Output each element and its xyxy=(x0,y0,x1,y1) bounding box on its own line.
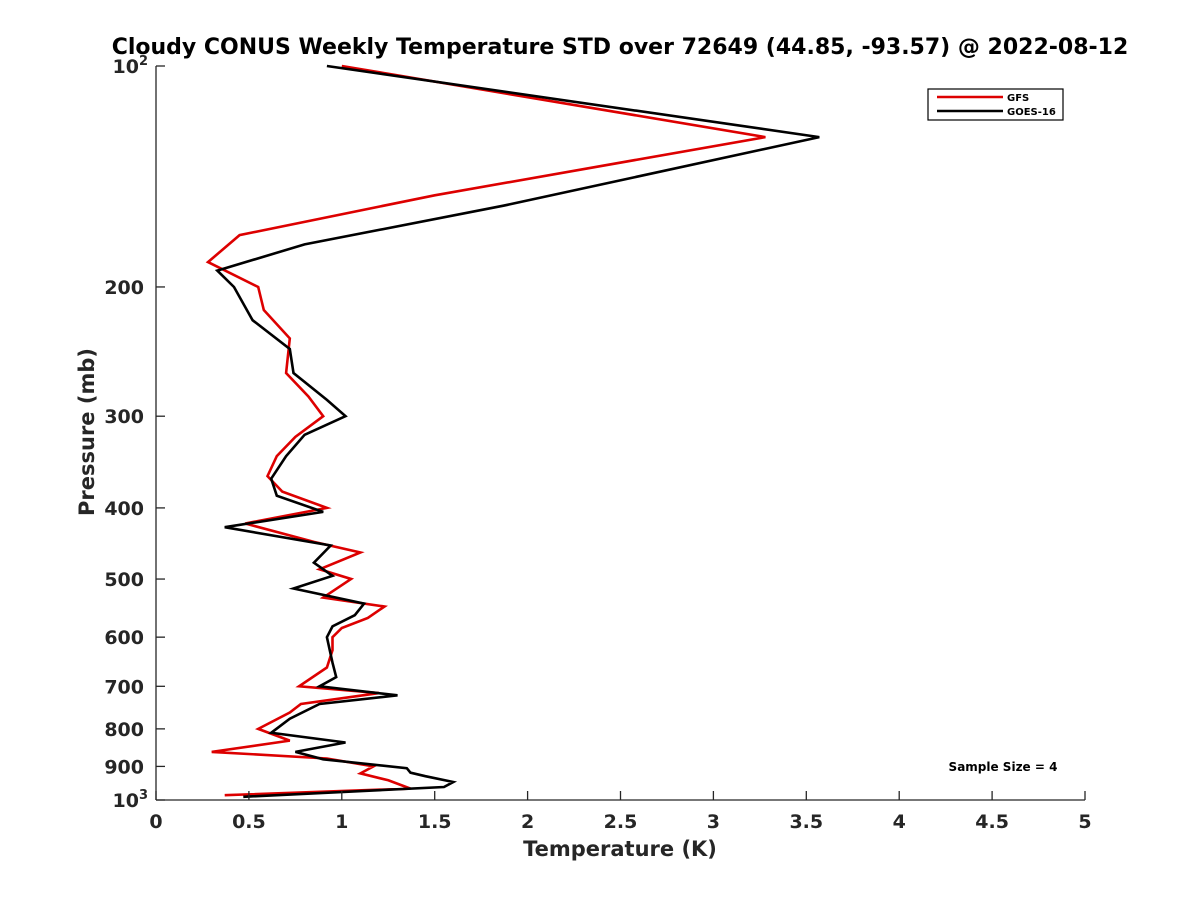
x-tick-label: 3.5 xyxy=(789,811,823,833)
y-axis-label: Pressure (mb) xyxy=(75,348,99,516)
x-tick-label: 0.5 xyxy=(232,811,266,833)
y-tick-label: 700 xyxy=(104,676,144,698)
x-tick-label: 2 xyxy=(521,811,534,833)
series-layer xyxy=(205,64,820,799)
y-tick-label: 200 xyxy=(104,277,144,299)
y-tick-label: 500 xyxy=(104,569,144,591)
chart-title: Cloudy CONUS Weekly Temperature STD over… xyxy=(112,35,1129,60)
series-line-goes-16 xyxy=(214,64,820,799)
legend-box xyxy=(927,88,1064,121)
x-tick-label: 4 xyxy=(893,811,906,833)
x-tick-label: 4.5 xyxy=(975,811,1009,833)
y-tick-label: 300 xyxy=(104,406,144,428)
x-tick-label: 5 xyxy=(1078,811,1091,833)
axes-layer: 0 0.5 1 1.5 2 2.5 3 3.5 4 4.5 5 102 200 300 400 500 600 7… xyxy=(104,54,1091,833)
x-tick-label: 1.5 xyxy=(418,811,452,833)
y-tick-label: 800 xyxy=(104,719,144,741)
sample-size-annotation: Sample Size = 4 xyxy=(949,760,1058,774)
x-tick-label: 0 xyxy=(149,811,162,833)
y-tick-label: 103 xyxy=(113,788,149,812)
legend-label-goes-16: GOES-16 xyxy=(1007,107,1056,118)
legend: GFS GOES-16 xyxy=(927,88,1064,121)
x-axis-label: Temperature (K) xyxy=(523,837,717,861)
x-tick-label: 3 xyxy=(707,811,720,833)
y-tick-label: 400 xyxy=(104,498,144,520)
y-tick-label: 600 xyxy=(104,627,144,649)
y-tick-label: 102 xyxy=(113,54,149,78)
x-tick-label: 2.5 xyxy=(604,811,638,833)
y-tick-label: 900 xyxy=(104,756,144,778)
legend-label-gfs: GFS xyxy=(1007,93,1029,104)
series-line-gfs xyxy=(205,64,766,797)
x-tick-label: 1 xyxy=(335,811,348,833)
